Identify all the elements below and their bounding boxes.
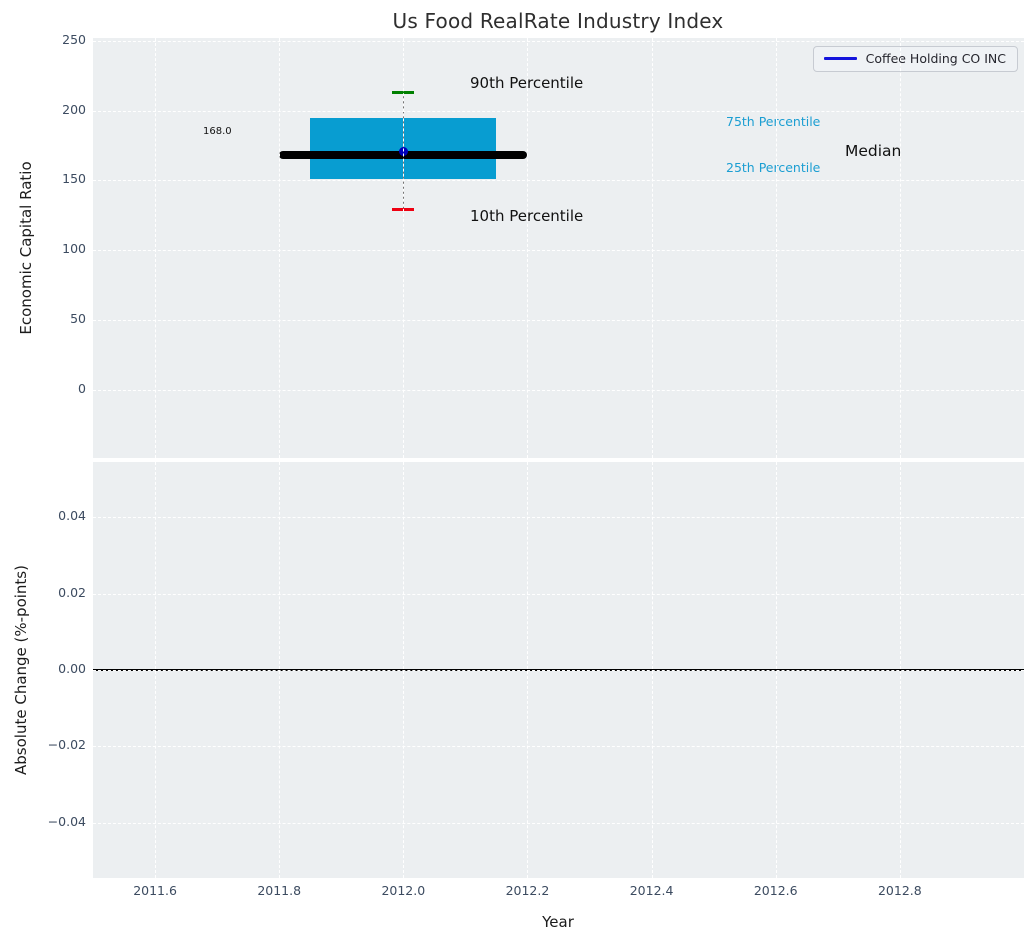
y-gridline bbox=[93, 320, 1024, 322]
y-gridline bbox=[93, 517, 1024, 519]
x-axis-label: Year bbox=[542, 913, 574, 931]
x-gridline bbox=[899, 38, 901, 458]
y-tick-label: −0.04 bbox=[47, 813, 86, 829]
y-tick-label: 150 bbox=[62, 171, 86, 187]
p90-label: 90th Percentile bbox=[470, 74, 584, 92]
y-tick-label: 0.02 bbox=[58, 584, 86, 600]
legend: Coffee Holding CO INC bbox=[812, 46, 1018, 72]
zero-reference-line bbox=[93, 669, 1024, 671]
legend-label: Coffee Holding CO INC bbox=[865, 51, 1006, 66]
x-tick-label: 2011.6 bbox=[133, 883, 177, 898]
y-tick-label: 0.00 bbox=[58, 661, 86, 676]
y-gridline bbox=[93, 670, 1024, 671]
top-axes: 168.0 90th Percentile 10th Percentile 75… bbox=[93, 38, 1024, 458]
p25-label: 25th Percentile bbox=[726, 160, 821, 175]
x-gridline bbox=[527, 38, 529, 458]
y-gridline bbox=[93, 389, 1024, 391]
legend-line-sample bbox=[823, 57, 857, 60]
p75-label: 75th Percentile bbox=[726, 114, 821, 129]
x-gridline bbox=[279, 38, 281, 458]
y-gridline bbox=[93, 40, 1024, 42]
x-tick-label: 2012.2 bbox=[505, 883, 550, 898]
x-gridline bbox=[403, 38, 405, 458]
p10-label: 10th Percentile bbox=[470, 207, 584, 225]
x-gridline bbox=[155, 38, 157, 458]
y-tick-label: 100 bbox=[62, 241, 86, 257]
y-tick-label: 200 bbox=[62, 101, 86, 117]
x-tick-label: 2011.8 bbox=[257, 883, 302, 898]
y-gridline bbox=[93, 180, 1024, 182]
chart-title: Us Food RealRate Industry Index bbox=[392, 9, 724, 33]
y-tick-label: 50 bbox=[70, 311, 86, 327]
x-tick-label: 2012.6 bbox=[753, 883, 798, 898]
bottom-axes bbox=[93, 462, 1024, 878]
y-gridline bbox=[93, 250, 1024, 252]
y-gridline bbox=[93, 593, 1024, 595]
y-gridline bbox=[93, 822, 1024, 824]
y-gridline bbox=[93, 746, 1024, 748]
x-tick-label: 2012.8 bbox=[877, 883, 922, 898]
x-gridline bbox=[775, 38, 777, 458]
y-tick-label: −0.02 bbox=[47, 737, 86, 753]
y-tick-label: 0 bbox=[78, 380, 86, 396]
y-gridline bbox=[93, 110, 1024, 112]
value-annotation: 168.0 bbox=[203, 126, 232, 137]
x-tick-label: 2012.4 bbox=[629, 883, 674, 898]
x-tick-label: 2012.0 bbox=[381, 883, 426, 898]
median-label: Median bbox=[845, 142, 902, 160]
y-tick-label: 250 bbox=[62, 31, 86, 47]
y-tick-label: 0.04 bbox=[58, 508, 86, 524]
x-gridline bbox=[651, 38, 653, 458]
